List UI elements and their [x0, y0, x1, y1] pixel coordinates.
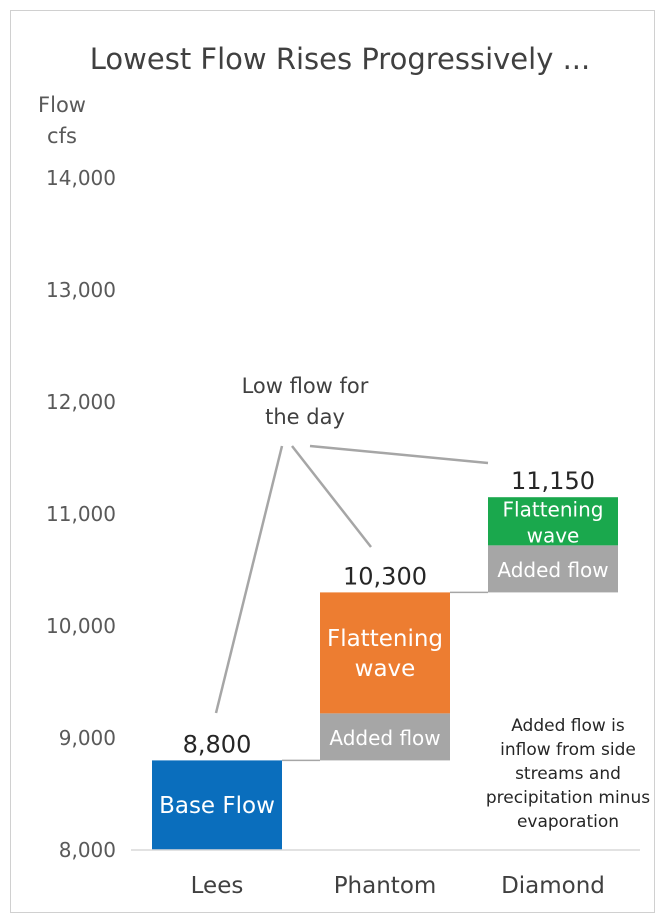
y-axis-ticks: 8,000 9,000 10,000 11,000 12,000 13,000 14,000	[46, 166, 116, 862]
note-line-3: streams and	[515, 764, 621, 784]
x-tick-label: Diamond	[501, 873, 605, 899]
total-label: 11,150	[511, 467, 595, 495]
leader-line-lees	[214, 445, 284, 714]
y-tick-label: 9,000	[59, 726, 116, 750]
y-tick-label: 14,000	[46, 166, 116, 190]
x-tick-label: Lees	[191, 873, 244, 899]
bar-segment	[320, 592, 450, 714]
x-tick-label: Phantom	[334, 873, 437, 899]
connector-lines	[282, 591, 488, 762]
leader-line-diamond	[309, 444, 489, 465]
segment-label: Flattening	[327, 626, 443, 652]
bar-segment	[488, 497, 618, 546]
y-tick-label: 10,000	[46, 614, 116, 638]
segment-label: Added flow	[497, 558, 608, 582]
added-flow-note: Added flow is inflow from side streams a…	[486, 716, 650, 832]
segment-label: wave	[355, 656, 416, 682]
y-axis-label-line-1: Flow	[38, 93, 86, 117]
segment-label: Base Flow	[159, 793, 275, 819]
note-line-1: Added flow is	[511, 716, 625, 736]
note-line-4: precipitation minus	[486, 788, 650, 808]
bar-segment	[320, 713, 450, 761]
segment-label: Flattening	[503, 497, 604, 521]
bar-segment	[152, 760, 282, 850]
y-tick-label: 11,000	[46, 502, 116, 526]
segment-label: wave	[527, 523, 580, 547]
chart-title: Lowest Flow Rises Progressively ...	[90, 42, 590, 76]
y-tick-label: 12,000	[46, 390, 116, 414]
callout-line-2: the day	[265, 405, 345, 429]
note-line-5: evaporation	[517, 812, 619, 832]
y-axis-label-line-2: cfs	[47, 124, 77, 148]
total-label: 10,300	[343, 562, 427, 590]
x-axis-categories: Lees Phantom Diamond	[191, 873, 605, 899]
bar-segment	[488, 545, 618, 593]
segment-label: Added flow	[329, 726, 440, 750]
callout-leader-lines	[214, 444, 489, 714]
total-label: 8,800	[183, 730, 252, 758]
y-tick-label: 13,000	[46, 278, 116, 302]
y-tick-label: 8,000	[59, 838, 116, 862]
callout-line-1: Low flow for	[242, 374, 369, 398]
leader-line-phantom	[291, 445, 372, 548]
note-line-2: inflow from side	[500, 740, 636, 760]
total-labels: 8,800 10,300 11,150	[183, 467, 595, 758]
chart-frame	[10, 10, 655, 913]
